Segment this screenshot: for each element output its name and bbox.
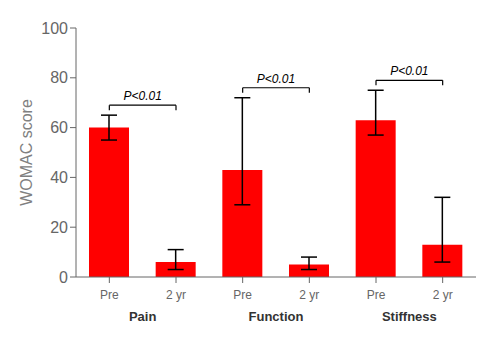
svg-text:P<0.01: P<0.01 [390, 64, 428, 78]
svg-text:Pain: Pain [129, 309, 157, 324]
svg-text:100: 100 [41, 20, 68, 37]
svg-text:60: 60 [50, 119, 68, 136]
svg-text:Function: Function [249, 309, 304, 324]
svg-text:40: 40 [50, 169, 68, 186]
svg-text:Pre: Pre [367, 288, 386, 302]
svg-text:P<0.01: P<0.01 [257, 72, 295, 86]
svg-text:2 yr: 2 yr [166, 288, 186, 302]
svg-text:Pre: Pre [233, 288, 252, 302]
svg-text:Stiffness: Stiffness [382, 309, 437, 324]
svg-text:80: 80 [50, 69, 68, 86]
svg-text:2 yr: 2 yr [433, 288, 453, 302]
svg-text:WOMAC score: WOMAC score [18, 99, 35, 206]
svg-text:P<0.01: P<0.01 [123, 89, 161, 103]
svg-text:20: 20 [50, 219, 68, 236]
svg-text:Pre: Pre [100, 288, 119, 302]
svg-text:2 yr: 2 yr [299, 288, 319, 302]
svg-text:0: 0 [59, 269, 68, 286]
